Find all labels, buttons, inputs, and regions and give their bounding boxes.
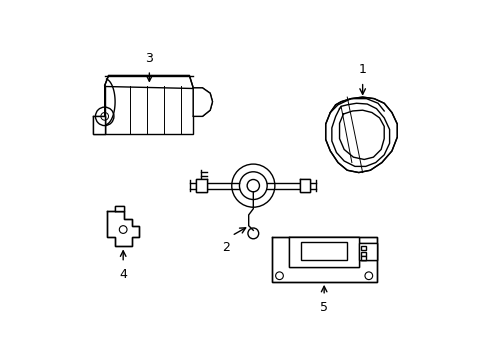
Polygon shape [360, 246, 365, 249]
Text: 2: 2 [222, 241, 230, 254]
Polygon shape [299, 180, 310, 192]
Polygon shape [271, 237, 376, 282]
Polygon shape [360, 256, 365, 260]
Text: 4: 4 [119, 268, 127, 281]
Polygon shape [358, 243, 376, 260]
Polygon shape [104, 86, 193, 134]
Polygon shape [196, 180, 207, 192]
Polygon shape [360, 252, 365, 256]
Polygon shape [104, 76, 193, 116]
Text: 1: 1 [358, 63, 366, 76]
Polygon shape [115, 206, 123, 211]
Polygon shape [301, 242, 346, 260]
Polygon shape [325, 97, 396, 172]
Polygon shape [93, 116, 104, 134]
Polygon shape [289, 237, 358, 266]
Polygon shape [193, 88, 212, 116]
Polygon shape [107, 211, 139, 247]
Text: 3: 3 [145, 52, 153, 65]
Text: 5: 5 [320, 301, 327, 314]
